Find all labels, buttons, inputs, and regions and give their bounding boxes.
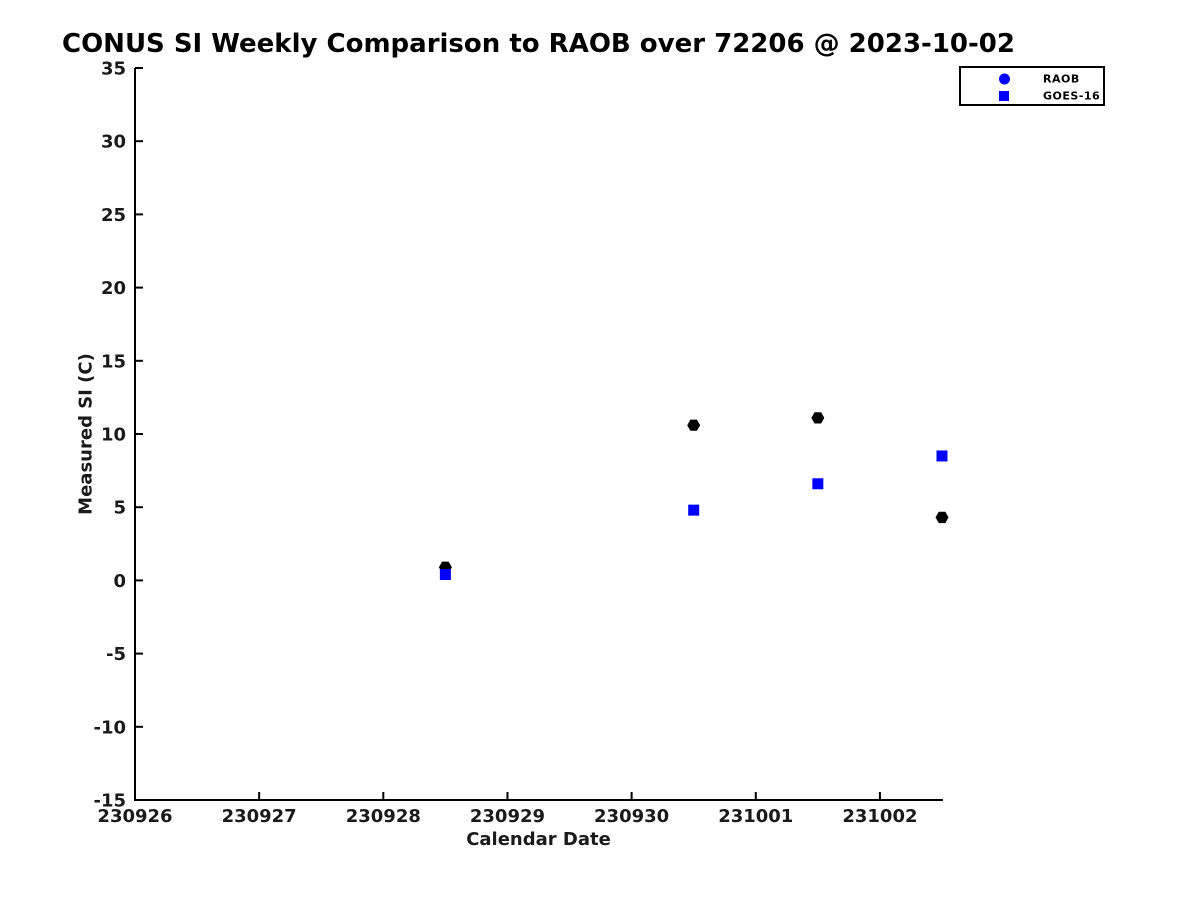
- data-point-goes16: [812, 478, 824, 490]
- data-point-goes16: [439, 569, 451, 581]
- y-tick-label: 5: [113, 498, 126, 519]
- goes16-legend-marker-icon: [999, 91, 1009, 101]
- y-tick-label: 25: [101, 205, 126, 226]
- raob-legend-marker-icon: [999, 73, 1010, 85]
- x-tick-label: 230928: [346, 806, 421, 827]
- y-tick-label: 0: [113, 571, 126, 592]
- x-tick-label: 230930: [594, 806, 669, 827]
- legend: RAOB GOES-16: [959, 66, 1105, 106]
- x-axis-label: Calendar Date: [466, 829, 611, 850]
- x-tick-label: 230926: [97, 806, 172, 827]
- y-axis-label-text: Measured SI (C): [75, 353, 97, 515]
- data-point-goes16: [936, 450, 948, 462]
- legend-row-raob: RAOB: [961, 71, 1103, 87]
- y-tick-label: 15: [101, 351, 126, 372]
- data-point-raob: [687, 419, 701, 431]
- y-tick-label: 20: [101, 278, 126, 299]
- x-tick-label: 230929: [470, 806, 545, 827]
- data-point-raob: [935, 511, 949, 524]
- chart-title: CONUS SI Weekly Comparison to RAOB over …: [62, 29, 1015, 59]
- x-tick-label: 231001: [718, 806, 793, 827]
- data-point-goes16: [688, 504, 700, 516]
- y-tick-label: 35: [101, 59, 126, 80]
- y-tick-label: -5: [106, 644, 126, 665]
- legend-label-goes16: GOES-16: [1043, 89, 1101, 103]
- y-tick-label: 30: [101, 132, 126, 153]
- data-point-raob: [811, 412, 825, 424]
- y-tick-label: 10: [101, 425, 126, 446]
- x-tick-label: 231002: [842, 806, 917, 827]
- legend-row-goes16: GOES-16: [961, 88, 1103, 104]
- x-tick-label: 230927: [222, 806, 297, 827]
- legend-label-raob: RAOB: [1043, 72, 1080, 86]
- y-tick-label: -10: [93, 717, 126, 738]
- y-tick-label: -15: [93, 791, 126, 812]
